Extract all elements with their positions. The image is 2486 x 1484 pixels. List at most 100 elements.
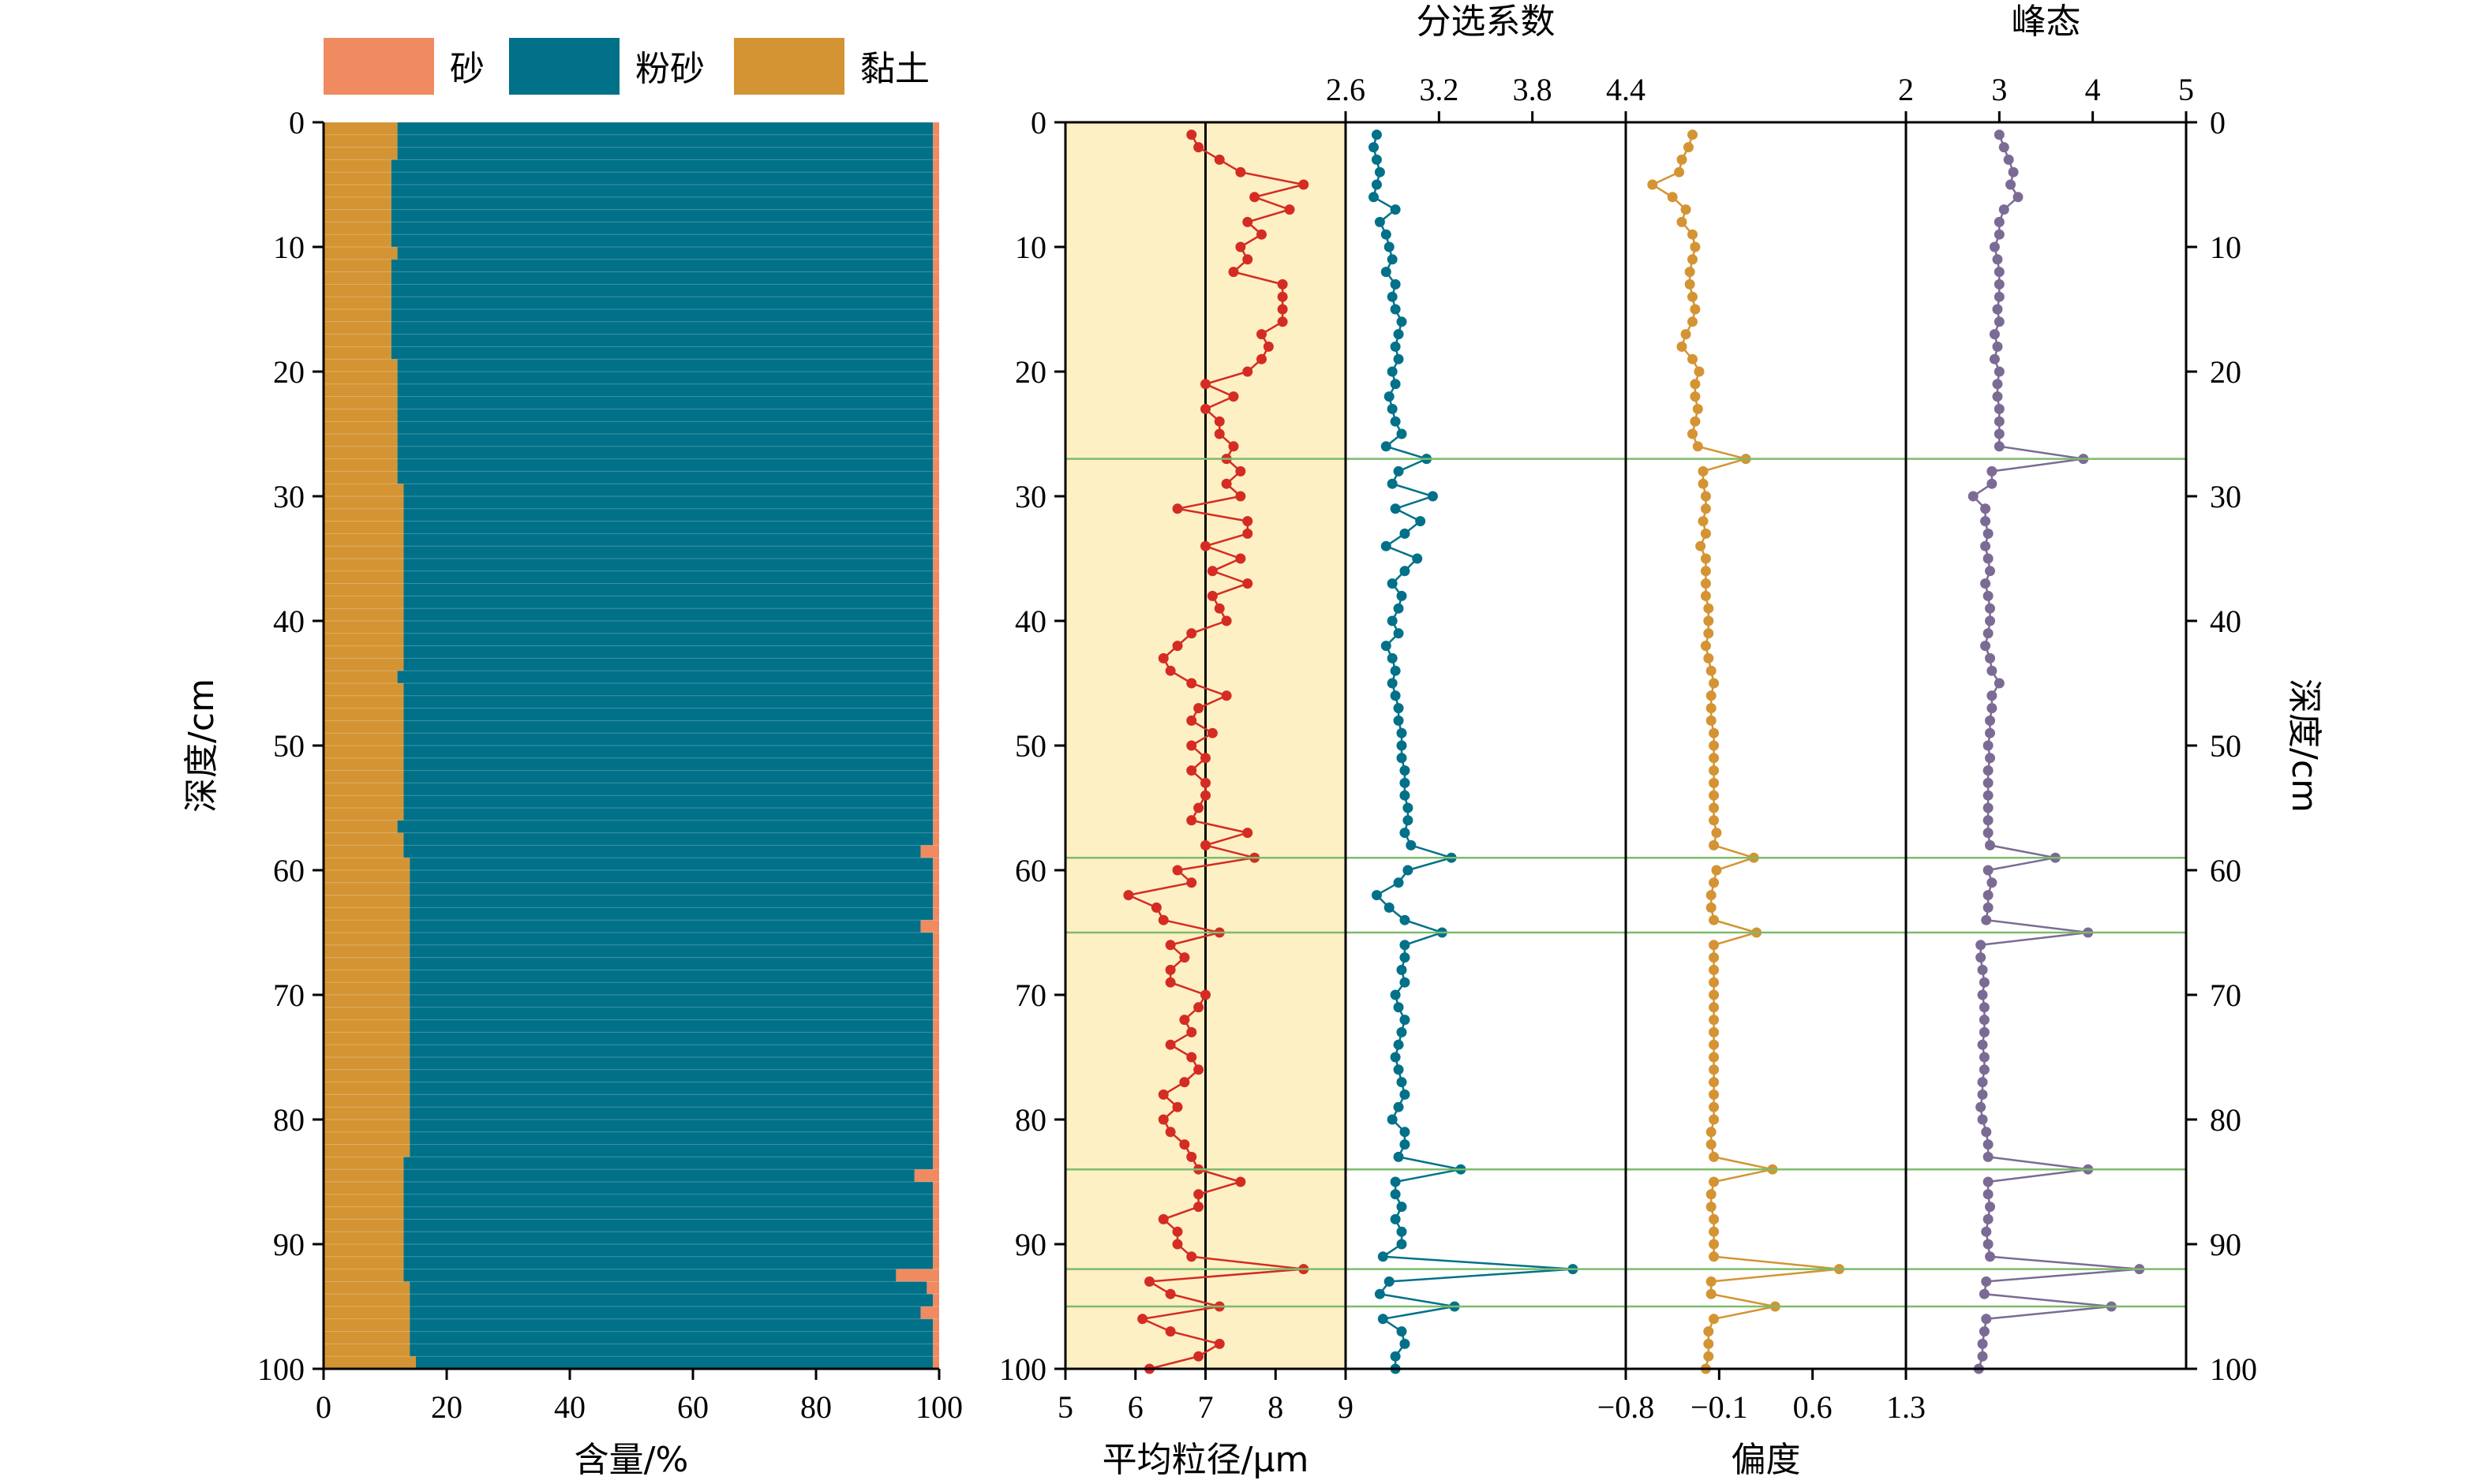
mean-size-depth-tick-label: 80	[1015, 1102, 1046, 1138]
sand-bar-16	[933, 309, 939, 323]
data-point-5	[1298, 179, 1309, 190]
silt-bar-53	[403, 770, 934, 783]
clay-bar-95	[324, 1294, 410, 1307]
sand-bar-63	[933, 895, 939, 908]
data-point-70	[1200, 989, 1211, 1000]
data-point-73	[1396, 1026, 1407, 1037]
data-point-80	[1709, 1114, 1720, 1125]
data-point-48	[1705, 715, 1717, 726]
data-point-74	[1977, 1039, 1988, 1050]
clay-bar-44	[324, 658, 404, 671]
data-point-14	[1387, 291, 1398, 302]
clay-bar-94	[324, 1281, 410, 1295]
silt-bar-29	[397, 471, 934, 484]
data-point-43	[1985, 652, 1995, 664]
sand-bar-37	[933, 570, 939, 585]
sand-bar-50	[933, 733, 939, 746]
sand-bar-32	[933, 508, 939, 522]
data-point-7	[1680, 204, 1691, 215]
series-line	[1650, 134, 1840, 1370]
data-point-22	[1690, 391, 1701, 402]
data-point-82	[1982, 1139, 1994, 1150]
mean-size-depth-tick-label: 10	[1015, 230, 1046, 265]
data-point-28	[1698, 465, 1709, 477]
data-point-1	[1687, 129, 1698, 140]
right-depth-tick-label: 40	[2210, 604, 2241, 639]
clay-bar-51	[324, 746, 404, 759]
silt-bar-85	[403, 1169, 915, 1183]
data-point-22	[1992, 391, 2003, 402]
panel3-x-tick-label: −0.8	[1597, 1389, 1655, 1425]
data-point-36	[1700, 566, 1711, 577]
data-point-56	[1402, 815, 1413, 826]
data-point-42	[1980, 641, 1991, 652]
data-point-52	[1709, 765, 1720, 776]
clay-bar-42	[324, 633, 404, 647]
data-point-71	[1709, 1002, 1720, 1013]
data-point-41	[1186, 628, 1197, 639]
data-point-35	[1412, 553, 1423, 564]
data-point-28	[1393, 465, 1404, 477]
sand-bar-53	[933, 770, 939, 783]
data-point-61	[1393, 877, 1404, 888]
data-point-45	[1709, 678, 1720, 689]
mean-size-depth-tick-label: 20	[1015, 354, 1046, 390]
sand-bar-21	[933, 372, 939, 385]
silt-bar-94	[410, 1281, 927, 1295]
sand-bar-45	[933, 671, 939, 684]
data-point-55	[1193, 802, 1204, 813]
clay-bar-33	[324, 521, 404, 534]
sand-bar-46	[933, 683, 939, 697]
data-point-97	[1396, 1326, 1407, 1337]
data-point-76	[1193, 1064, 1204, 1075]
panel2-x-tick-label: 3.8	[1513, 72, 1552, 107]
clay-bar-3	[324, 147, 398, 160]
clay-bar-91	[324, 1244, 404, 1258]
silt-bar-7	[391, 196, 934, 211]
sand-bar-33	[933, 521, 939, 534]
data-point-73	[1186, 1026, 1197, 1037]
data-point-40	[1703, 615, 1714, 626]
sand-bar-61	[933, 870, 939, 884]
data-point-85	[1982, 1176, 1994, 1187]
data-point-85	[1390, 1176, 1401, 1187]
silt-bar-14	[391, 284, 934, 297]
silt-bar-27	[397, 446, 934, 460]
clay-bar-6	[324, 185, 391, 198]
clay-bar-48	[324, 708, 404, 721]
clay-bar-24	[324, 409, 398, 422]
sand-bar-66	[933, 933, 939, 946]
silt-bar-81	[410, 1120, 934, 1133]
data-point-14	[1277, 291, 1288, 302]
data-point-50	[1186, 740, 1197, 751]
data-point-31	[1700, 503, 1711, 514]
sand-bar-47	[933, 695, 939, 709]
silt-bar-95	[410, 1294, 934, 1307]
clay-bar-30	[324, 484, 404, 497]
clay-bar-34	[324, 533, 404, 547]
data-point-22	[1228, 391, 1239, 402]
data-point-13	[1994, 278, 2005, 290]
data-point-46	[1390, 690, 1401, 701]
panel2-x-tick-label: 3.2	[1419, 72, 1458, 107]
data-point-10	[1989, 241, 2000, 252]
sand-bar-40	[933, 608, 939, 622]
data-point-4	[1374, 166, 1385, 178]
silt-bar-46	[403, 683, 934, 697]
data-point-66	[1975, 940, 1986, 951]
data-point-16	[1396, 316, 1407, 327]
sand-bar-79	[933, 1094, 939, 1108]
data-point-26	[1380, 441, 1391, 452]
data-point-39	[1703, 603, 1714, 614]
silt-bar-83	[410, 1144, 934, 1157]
data-point-79	[1393, 1101, 1404, 1112]
sand-bar-99	[933, 1344, 939, 1357]
data-point-58	[1985, 839, 1995, 850]
data-point-20	[1242, 366, 1253, 377]
sand-bar-91	[933, 1244, 939, 1258]
clay-bar-2	[324, 134, 398, 148]
clay-bar-98	[324, 1331, 410, 1344]
clay-bar-100	[324, 1356, 416, 1370]
clay-bar-32	[324, 508, 404, 522]
